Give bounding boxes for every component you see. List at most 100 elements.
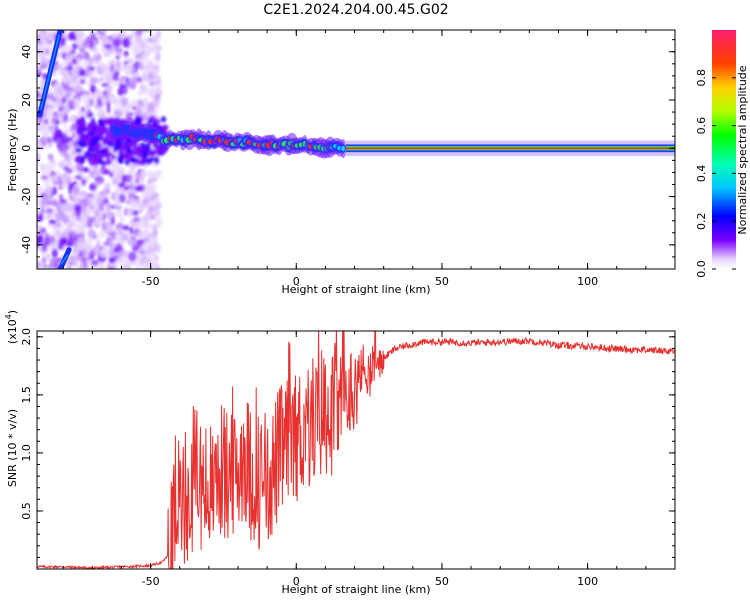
x-tick-label: 50 — [435, 275, 449, 288]
noise-blob — [153, 199, 161, 204]
noise-blob — [102, 138, 111, 144]
snr-scale-note: (x104) — [4, 310, 19, 344]
noise-blob — [143, 97, 149, 104]
noise-blob — [134, 116, 142, 125]
noise-blob — [107, 94, 116, 103]
noise-blob — [117, 182, 126, 188]
noise-blob — [37, 195, 41, 203]
noise-blob — [116, 155, 124, 164]
y-tick-label: 20 — [20, 93, 33, 107]
noise-blob — [135, 149, 143, 158]
noise-blob — [103, 39, 113, 45]
y-tick-label: 0.5 — [20, 502, 33, 520]
noise-blob — [79, 78, 85, 84]
noise-blob — [104, 158, 112, 166]
noise-blob — [137, 99, 144, 108]
noise-blob — [99, 77, 104, 82]
noise-blob — [93, 170, 100, 177]
noise-blob — [58, 70, 68, 77]
noise-blob — [147, 101, 155, 111]
noise-blob — [65, 96, 75, 102]
noise-blob — [141, 158, 148, 164]
noise-blob — [155, 53, 161, 63]
noise-blob — [77, 238, 83, 247]
noise-blob — [99, 148, 108, 153]
noise-blob — [42, 242, 47, 252]
noise-blob — [40, 127, 48, 137]
noise-blob — [43, 33, 49, 42]
noise-blob — [140, 194, 148, 199]
noise-blob — [78, 198, 83, 204]
figure-title: C2E1.2024.204.00.45.G02 — [263, 2, 448, 18]
noise-blob — [132, 198, 142, 208]
spectrogram-x-label: Height of straight line (km) — [281, 283, 430, 296]
trace-band-core — [345, 147, 675, 150]
noise-blob — [136, 248, 143, 253]
noise-blob — [129, 167, 137, 177]
noise-blob — [37, 185, 44, 191]
colorbar-ticks: 0.0 0.2 0.4 0.6 0.8 — [695, 69, 736, 278]
spectrogram-y-label: Frequency (Hz) — [6, 109, 19, 192]
snr-x-label: Height of straight line (km) — [281, 583, 430, 596]
noise-blob — [53, 64, 62, 71]
x-tick-label: 0 — [293, 575, 300, 588]
colorbar-tick-label: 0.8 — [695, 69, 708, 87]
noise-blob — [131, 241, 137, 247]
noise-blob — [118, 83, 127, 88]
noise-blob — [94, 49, 101, 57]
noise-blob — [111, 180, 121, 186]
noise-blob — [67, 141, 73, 149]
noise-blob — [147, 119, 153, 124]
noise-blob — [47, 223, 55, 228]
noise-blob — [91, 76, 99, 85]
noise-blob — [131, 45, 140, 55]
noise-blob — [97, 192, 102, 202]
snr-y-ticks: 0.5 1.0 1.5 2.0 — [20, 328, 675, 558]
noise-blob — [80, 193, 87, 200]
noise-blob — [133, 61, 141, 69]
noise-blob — [37, 66, 41, 73]
noise-blob — [90, 117, 96, 123]
noise-blob — [39, 136, 48, 144]
x-tick-label: -50 — [142, 275, 160, 288]
noise-blob — [40, 43, 45, 54]
colorbar: 0.0 0.2 0.4 0.6 0.8 Normalized spectral ampl… — [695, 30, 749, 278]
noise-blob — [86, 134, 94, 139]
y-tick-label: 1.5 — [20, 386, 33, 404]
noise-blob — [154, 263, 161, 269]
noise-blob — [75, 147, 83, 153]
noise-blob — [71, 132, 76, 139]
noise-blob — [105, 201, 112, 211]
noise-blob — [115, 169, 121, 175]
noise-blob — [148, 81, 156, 87]
noise-blob — [48, 235, 55, 244]
noise-blob — [117, 87, 124, 97]
noise-blob — [89, 120, 97, 128]
noise-blob — [114, 210, 124, 218]
noise-blob — [89, 204, 94, 210]
noise-blob — [141, 170, 147, 177]
colorbar-label: Normalized spectral amplitude — [736, 65, 749, 234]
snr-scale-prefix: (x10 — [6, 319, 19, 344]
noise-blob — [137, 145, 144, 152]
noise-blob — [148, 157, 156, 163]
noise-blob — [151, 192, 160, 199]
noise-blob — [80, 178, 87, 186]
snr-line — [37, 331, 675, 569]
noise-blob — [135, 262, 142, 269]
noise-blob — [50, 198, 59, 207]
colorbar-tick-label: 0.6 — [695, 117, 708, 135]
noise-blob — [156, 203, 163, 209]
noise-blob — [37, 213, 44, 222]
noise-blob — [97, 130, 104, 139]
noise-blob — [118, 193, 126, 203]
noise-blob — [100, 165, 106, 172]
noise-blob — [89, 84, 96, 94]
noise-blob — [151, 64, 160, 70]
noise-blob — [127, 66, 132, 76]
noise-blob — [78, 142, 87, 149]
snr-scale-close: ) — [6, 310, 19, 314]
noise-blob — [142, 261, 149, 269]
noise-blob — [88, 60, 94, 67]
noise-blob — [37, 224, 42, 230]
